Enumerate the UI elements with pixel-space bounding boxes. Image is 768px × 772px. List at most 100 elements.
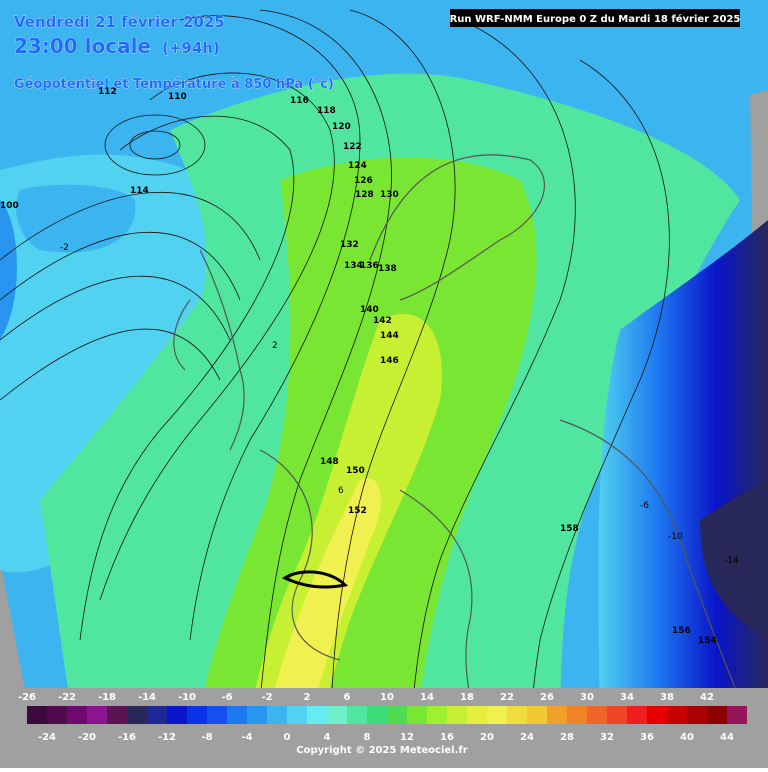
map-label: -10 [668, 532, 683, 542]
forecast-lead: (+94h) [162, 39, 220, 57]
colorbar-label-top: 34 [620, 692, 634, 703]
colorbar-label-bottom: -12 [158, 732, 176, 743]
colorbar-swatch [467, 706, 487, 724]
colorbar-swatch [47, 706, 67, 724]
colorbar-swatch [207, 706, 227, 724]
map-label: 154 [698, 636, 717, 646]
colorbar-swatch [527, 706, 547, 724]
map-label: 118 [317, 106, 336, 116]
colorbar-label-bottom: -20 [78, 732, 96, 743]
colorbar-label-top: -2 [261, 692, 272, 703]
colorbar-label-bottom: -24 [38, 732, 56, 743]
colorbar-swatch [27, 706, 47, 724]
map-label: 134 [344, 261, 363, 271]
forecast-date: Vendredi 21 février 2025 [14, 13, 225, 31]
map-label: 114 [130, 186, 149, 196]
colorbar-swatch [247, 706, 267, 724]
map-label: 146 [380, 356, 399, 366]
colorbar-label-top: 2 [304, 692, 311, 703]
map-label: 128 [355, 190, 374, 200]
map-label: 130 [380, 190, 399, 200]
map-label: -6 [640, 501, 649, 511]
colorbar-label-bottom: -4 [241, 732, 252, 743]
map-label: 112 [98, 87, 117, 97]
map-label: 6 [338, 486, 344, 496]
map-label: 116 [290, 96, 309, 106]
colorbar-label-bottom: 24 [520, 732, 534, 743]
map-label: -2 [60, 243, 69, 253]
map-label: 152 [348, 506, 367, 516]
coastlines [173, 154, 741, 741]
colorbar-label-bottom: 12 [400, 732, 414, 743]
map-label: 144 [380, 331, 399, 341]
colorbar-swatch [167, 706, 187, 724]
forecast-time: 23:00 locale [14, 34, 151, 58]
colorbar-swatch [647, 706, 667, 724]
colorbar-label-top: 18 [460, 692, 474, 703]
colorbar-label-top: 38 [660, 692, 674, 703]
map-label: 110 [168, 92, 187, 102]
colorbar-label-bottom: 0 [284, 732, 291, 743]
colorbar-label-bottom: -8 [201, 732, 212, 743]
colorbar-swatch [287, 706, 307, 724]
colorbar-swatch [707, 706, 727, 724]
map-label: 150 [346, 466, 365, 476]
colorbar-label-bottom: 36 [640, 732, 654, 743]
colorbar-swatch [427, 706, 447, 724]
colorbar-swatch [687, 706, 707, 724]
cold-edge [0, 200, 17, 340]
colorbar-label-bottom: 20 [480, 732, 494, 743]
map-label: 138 [378, 264, 397, 274]
colorbar-label-top: -6 [221, 692, 232, 703]
colorbar-swatch [667, 706, 687, 724]
map-label: 132 [340, 240, 359, 250]
colorbar-swatch [507, 706, 527, 724]
colorbar-swatch [627, 706, 647, 724]
colorbar-label-top: -26 [18, 692, 36, 703]
colorbar-swatch [307, 706, 327, 724]
field-title: Géopotentiel et Température à 850 hPa (°… [14, 77, 334, 92]
map-label: 120 [332, 122, 351, 132]
colorbar: -26 -22 -18 -14 -10 -6 -2 2 6 10 14 18 22 26 30 34 38 42-… [18, 692, 747, 743]
colorbar-swatch [587, 706, 607, 724]
colorbar-swatch [87, 706, 107, 724]
map-label: 140 [360, 305, 379, 315]
colorbar-swatch [407, 706, 427, 724]
colorbar-label-top: -18 [98, 692, 116, 703]
colorbar-label-top: 26 [540, 692, 554, 703]
copyright: Copyright © 2025 Meteociel.fr [296, 745, 467, 756]
colorbar-swatch [227, 706, 247, 724]
colorbar-swatch [487, 706, 507, 724]
cold-west [0, 154, 264, 573]
map-label: 2 [272, 341, 278, 351]
colorbar-swatch [267, 706, 287, 724]
colorbar-label-top: 30 [580, 692, 594, 703]
colorbar-label-top: -22 [58, 692, 76, 703]
colorbar-swatch [127, 706, 147, 724]
colorbar-swatch [187, 706, 207, 724]
colorbar-label-bottom: 44 [720, 732, 734, 743]
map-label: 126 [354, 176, 373, 186]
map-label: 148 [320, 457, 339, 467]
map-labels: 110 112 116 118 120 122 124 126 128 130 … [0, 87, 739, 646]
colorbar-label-top: 42 [700, 692, 714, 703]
colorbar-label-bottom: -16 [118, 732, 136, 743]
colorbar-swatch [147, 706, 167, 724]
map-label: 158 [560, 524, 579, 534]
colorbar-label-bottom: 16 [440, 732, 454, 743]
colorbar-swatch [547, 706, 567, 724]
run-box [450, 9, 740, 27]
colorbar-label-bottom: 32 [600, 732, 614, 743]
colorbar-swatch [447, 706, 467, 724]
isohypses [0, 9, 670, 769]
colorbar-swatch [387, 706, 407, 724]
colorbar-swatch [67, 706, 87, 724]
colorbar-label-bottom: 28 [560, 732, 574, 743]
coldest-east [700, 480, 768, 640]
map-label: 124 [348, 161, 367, 171]
run-info: Run WRF-NMM Europe 0 Z du Mardi 18 févri… [450, 13, 741, 25]
colorbar-swatch [567, 706, 587, 724]
map-label: 100 [0, 201, 19, 211]
colorbar-label-top: 6 [344, 692, 351, 703]
